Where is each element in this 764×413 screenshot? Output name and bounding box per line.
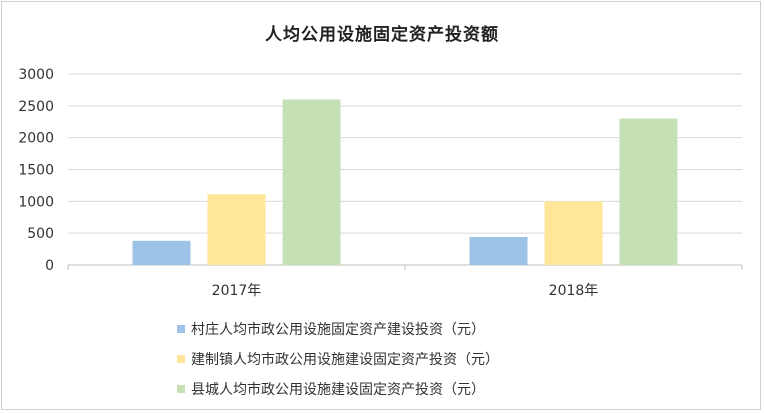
legend-swatch xyxy=(177,325,185,333)
y-tick-label: 0 xyxy=(45,258,54,274)
chart-title: 人均公用设施固定资产投资额 xyxy=(265,25,499,45)
bar xyxy=(619,118,678,265)
y-tick-label: 2500 xyxy=(18,99,54,115)
bar xyxy=(544,201,603,265)
y-tick-label: 3000 xyxy=(18,67,54,83)
legend-swatch xyxy=(177,355,185,363)
legend-label: 建制镇人均市政公用设施建设固定资产投资（元） xyxy=(191,352,499,368)
legend-label: 县城人均市政公用设施建设固定资产投资（元） xyxy=(191,382,485,398)
bar xyxy=(469,236,528,265)
y-tick-label: 1000 xyxy=(18,194,54,210)
legend-item: 建制镇人均市政公用设施建设固定资产投资（元） xyxy=(177,345,499,375)
y-tick-label: 2000 xyxy=(18,131,54,147)
x-tick-label: 2018年 xyxy=(549,283,599,299)
bar xyxy=(207,194,266,265)
legend-label: 村庄人均市政公用设施固定资产建设投资（元） xyxy=(191,322,485,338)
bar xyxy=(132,240,191,265)
bar xyxy=(282,99,341,265)
chart-plot: 0 500 1000 1500 2000 2500 3000 2017年 2018年 xyxy=(18,67,743,299)
x-tick-label: 2017年 xyxy=(212,283,262,299)
y-tick-label: 500 xyxy=(27,226,54,242)
legend-item: 县城人均市政公用设施建设固定资产投资（元） xyxy=(177,375,499,405)
y-tick-label: 1500 xyxy=(18,163,54,179)
chart-legend: 村庄人均市政公用设施固定资产建设投资（元） 建制镇人均市政公用设施建设固定资产投… xyxy=(177,315,499,405)
legend-swatch xyxy=(177,385,185,393)
legend-item: 村庄人均市政公用设施固定资产建设投资（元） xyxy=(177,315,499,345)
